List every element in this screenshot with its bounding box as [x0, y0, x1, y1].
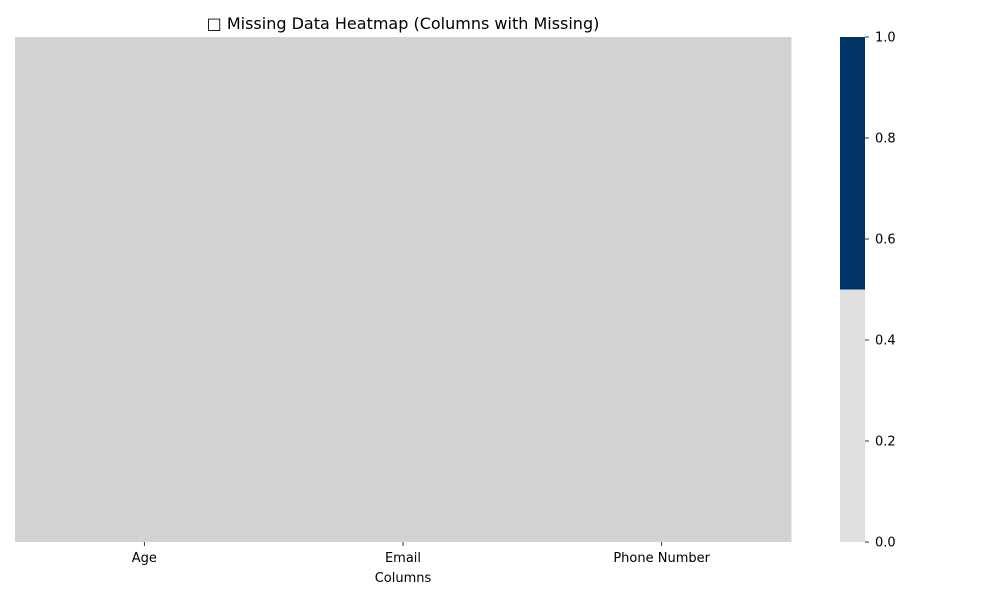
- x-axis-label: Columns: [375, 571, 432, 586]
- chart-title: □ Missing Data Heatmap (Columns with Mis…: [207, 14, 600, 33]
- colorbar-tick-label: 0.0: [875, 536, 896, 551]
- x-tick-label: Email: [385, 551, 421, 566]
- colorbar-tick-label: 0.6: [875, 233, 896, 248]
- colorbar-tick-label: 0.2: [875, 435, 896, 450]
- heatmap-cells: [15, 37, 792, 542]
- colorbar-segment-0: [840, 289, 865, 542]
- colorbar-tick-label: 0.4: [875, 334, 896, 349]
- colorbar-tick-label: 1.0: [875, 31, 896, 46]
- colorbar-tick-label: 0.8: [875, 132, 896, 147]
- colorbar-segment-1: [840, 37, 865, 290]
- x-tick-label: Age: [132, 551, 157, 566]
- heatmap-cell-age: [15, 37, 275, 542]
- heatmap-cell-phone-number: [532, 37, 792, 542]
- x-axis-ticks: Age Email Phone Number: [132, 542, 711, 566]
- colorbar: [840, 37, 865, 542]
- x-tick-label: Phone Number: [613, 551, 710, 566]
- heatmap-cell-email: [273, 37, 533, 542]
- colorbar-ticks: 0.0 0.2 0.4 0.6 0.8 1.0: [865, 31, 896, 551]
